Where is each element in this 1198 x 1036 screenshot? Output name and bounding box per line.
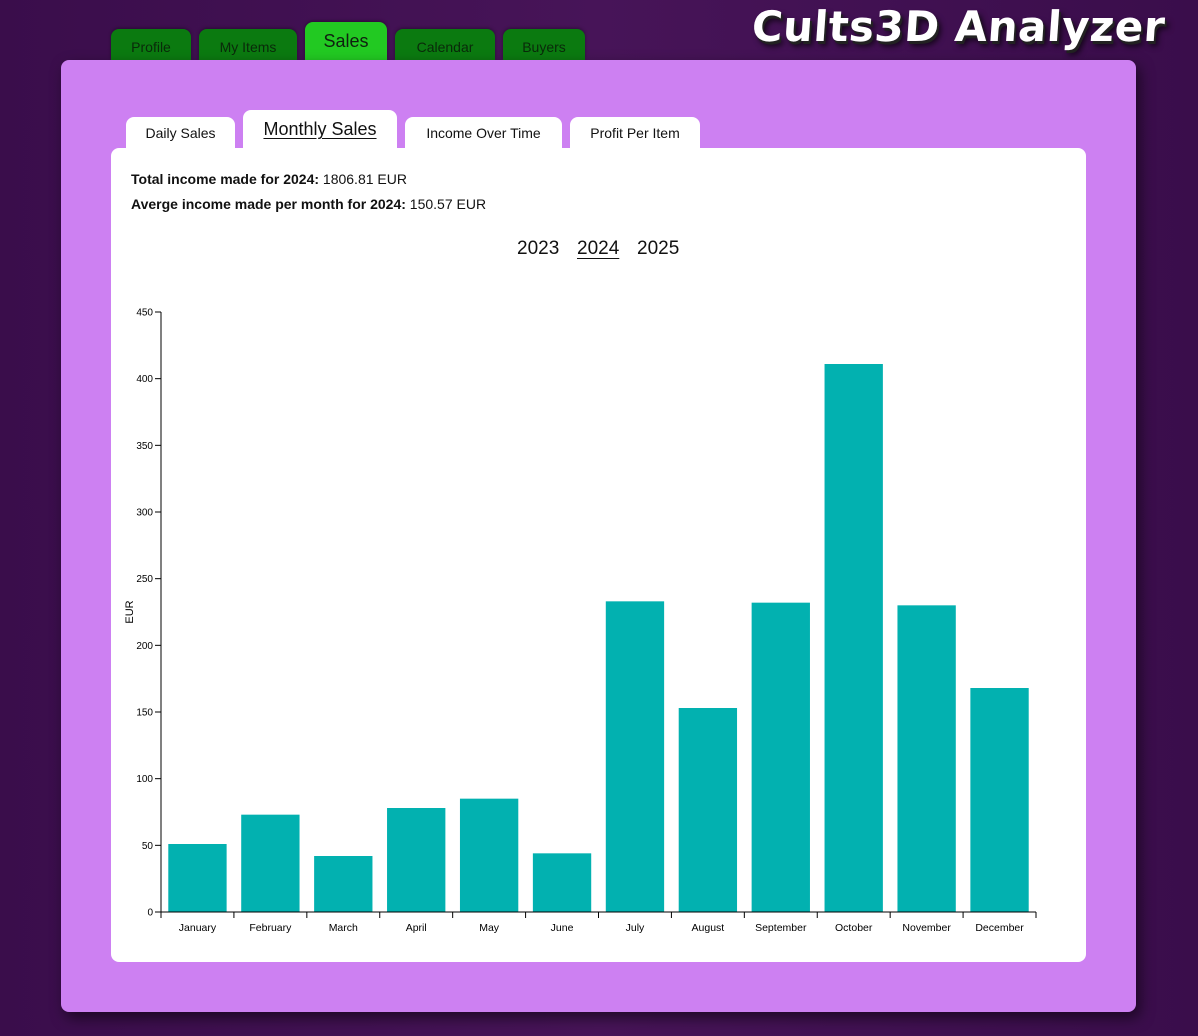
- y-tick-label: 300: [136, 508, 153, 519]
- bar: [824, 364, 883, 912]
- subtab-monthly-sales[interactable]: Monthly Sales: [243, 110, 397, 148]
- avg-income-value: 150.57 EUR: [409, 196, 487, 212]
- bar: [605, 601, 665, 912]
- x-tick-label: May: [479, 922, 500, 934]
- total-income-value: 1806.81 EUR: [322, 171, 407, 187]
- x-tick-label: August: [692, 922, 725, 934]
- avg-income-line: Averge income made per month for 2024: 1…: [131, 196, 486, 212]
- x-tick-label: January: [179, 922, 217, 934]
- x-tick-label: March: [329, 922, 358, 934]
- avg-income-label: Averge income made per month for 2024:: [131, 196, 406, 212]
- year-2023[interactable]: 2023: [517, 238, 560, 259]
- bar: [241, 814, 300, 912]
- x-tick-label: October: [835, 922, 873, 934]
- bar: [532, 853, 592, 912]
- tab-sales[interactable]: Sales: [305, 22, 387, 60]
- bar: [387, 808, 446, 912]
- y-tick-label: 50: [142, 841, 154, 852]
- tab-buyers[interactable]: Buyers: [503, 29, 585, 60]
- bar: [459, 798, 519, 912]
- tab-calendar[interactable]: Calendar: [395, 29, 495, 60]
- bar: [751, 602, 810, 912]
- bar: [168, 844, 227, 912]
- total-income-line: Total income made for 2024: 1806.81 EUR: [131, 171, 407, 187]
- x-tick-label: November: [902, 922, 951, 934]
- y-axis-label: EUR: [124, 600, 136, 623]
- y-tick-label: 450: [136, 308, 153, 319]
- x-tick-label: July: [626, 922, 645, 934]
- x-tick-label: December: [975, 922, 1024, 934]
- x-tick-label: February: [249, 922, 292, 934]
- y-tick-label: 400: [136, 374, 153, 385]
- total-income-label: Total income made for 2024:: [131, 171, 320, 187]
- y-tick-label: 250: [136, 574, 153, 585]
- y-tick-label: 150: [136, 708, 153, 719]
- tab-profile[interactable]: Profile: [111, 29, 191, 60]
- bar: [970, 688, 1029, 912]
- x-tick-label: September: [755, 922, 807, 934]
- x-tick-label: June: [551, 922, 574, 934]
- x-tick-label: April: [406, 922, 427, 934]
- tab-my-items[interactable]: My Items: [199, 29, 297, 60]
- subtab-profit-per-item[interactable]: Profit Per Item: [570, 117, 700, 148]
- year-2025[interactable]: 2025: [637, 238, 680, 259]
- subtab-income-over-time[interactable]: Income Over Time: [405, 117, 562, 148]
- bar: [897, 605, 956, 912]
- y-tick-label: 100: [136, 774, 153, 785]
- bar: [314, 856, 373, 912]
- y-tick-label: 350: [136, 441, 153, 452]
- subtab-daily-sales[interactable]: Daily Sales: [126, 117, 235, 148]
- y-tick-label: 0: [147, 908, 153, 919]
- year-2024[interactable]: 2024: [577, 238, 620, 259]
- bar: [678, 708, 738, 912]
- y-tick-label: 200: [136, 641, 153, 652]
